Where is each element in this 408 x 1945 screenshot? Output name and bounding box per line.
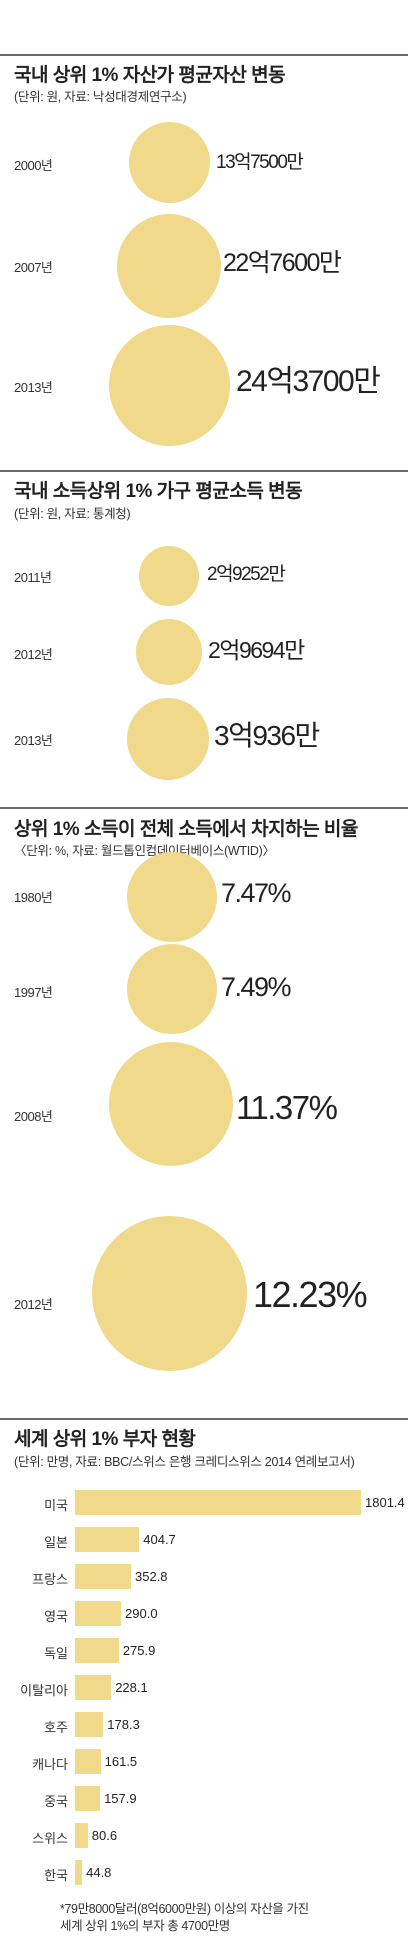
- row-label-2013-assets: 2013년: [14, 380, 53, 395]
- chart-subtitle: 〈단위: %, 자료: 월드톱인컴데이터베이스(WTID)〉: [14, 844, 275, 858]
- bar-category-label: 스위스: [32, 1831, 68, 1846]
- bar-value-label: 404.7: [143, 1532, 176, 1547]
- section-divider: [0, 470, 408, 472]
- chart-subtitle: (단위: 만명, 자료: BBC/스위스 은행 크레디스위스 2014 연례보고…: [14, 1455, 355, 1469]
- bubble-2013-income: [127, 698, 209, 780]
- bar-value-label: 290.0: [125, 1606, 158, 1621]
- row-label-1980: 1980년: [14, 890, 53, 905]
- bar-value-label: 157.9: [104, 1791, 137, 1806]
- row-label-2012: 2012년: [14, 647, 53, 662]
- bubble-2007: [117, 214, 221, 318]
- bubble-2000: [129, 122, 210, 203]
- bar-category-label: 이탈리아: [20, 1683, 68, 1698]
- chart-title: 세계 상위 1% 부자 현황: [14, 1429, 196, 1450]
- bar-category-label: 프랑스: [32, 1572, 68, 1587]
- bar-value-label: 178.3: [107, 1717, 140, 1732]
- value-2008: 11.37%: [236, 1089, 338, 1126]
- bubble-2011: [139, 546, 199, 606]
- footnote-line: *79만8000달러(8억6000만원) 이상의 자산을 가진: [60, 1902, 309, 1916]
- chart-subtitle: (단위: 원, 자료: 통계청): [14, 507, 131, 521]
- bar: [75, 1860, 83, 1885]
- value-2007: 22억7600만: [223, 249, 342, 277]
- row-label-2012-share: 2012년: [14, 1297, 53, 1312]
- row-label-2000: 2000년: [14, 158, 53, 173]
- bar-category-label: 독일: [44, 1646, 68, 1661]
- chart-subtitle: (단위: 원, 자료: 낙성대경제연구소): [14, 90, 187, 104]
- bar-category-label: 한국: [44, 1868, 68, 1883]
- section-divider: [0, 807, 408, 809]
- row-label-2007: 2007년: [14, 260, 53, 275]
- footnote-line: 세계 상위 1%의 부자 총 4700만명: [60, 1919, 230, 1933]
- row-label-2008: 2008년: [14, 1109, 53, 1124]
- chart-title: 국내 소득상위 1% 가구 평균소득 변동: [14, 481, 303, 502]
- bar: [75, 1823, 88, 1848]
- section-divider: [0, 1418, 408, 1420]
- bar: [75, 1601, 122, 1626]
- value-2011: 2억9252만: [207, 564, 286, 585]
- bar-category-label: 중국: [44, 1794, 68, 1809]
- bar: [75, 1638, 119, 1663]
- bar-category-label: 영국: [44, 1609, 68, 1624]
- bubble-2008: [109, 1042, 233, 1166]
- bar-value-label: 352.8: [135, 1569, 168, 1584]
- bubble-2012: [136, 619, 202, 685]
- bar: [75, 1564, 131, 1589]
- bar: [75, 1712, 104, 1737]
- footnote: *79만8000달러(8억6000만원) 이상의 자산을 가진 세계 상위 1%…: [60, 1901, 309, 1935]
- bar-value-label: 161.5: [104, 1754, 138, 1769]
- bar-value-label: 228.1: [115, 1680, 148, 1695]
- bar: [75, 1749, 101, 1774]
- bubble-2013-assets: [109, 325, 230, 446]
- section-divider: [0, 54, 408, 56]
- row-label-2011: 2011년: [14, 570, 52, 585]
- bar-value-label: 80.6: [91, 1828, 118, 1843]
- value-2013-income: 3억936만: [214, 720, 320, 751]
- bubble-1980: [127, 852, 217, 942]
- value-1980: 7.47%: [221, 878, 292, 908]
- bar-value-label: 1801.4: [365, 1495, 405, 1510]
- row-label-1997: 1997년: [14, 985, 53, 1000]
- row-label-2013-income: 2013년: [14, 733, 53, 748]
- bar-category-label: 캐나다: [32, 1757, 68, 1772]
- value-2012-share: 12.23%: [253, 1274, 368, 1315]
- bar: [75, 1490, 361, 1515]
- bubble-2012-share: [92, 1216, 247, 1371]
- bar: [75, 1786, 101, 1811]
- bar: [75, 1527, 140, 1552]
- bar-category-label: 미국: [44, 1498, 68, 1513]
- bar-category-label: 호주: [44, 1720, 68, 1735]
- value-2012: 2억9694만: [208, 637, 305, 663]
- bubble-1997: [127, 944, 217, 1034]
- value-2013-assets: 24억3700만: [236, 365, 381, 398]
- chart-section-1: 국내 상위 1% 자산가 평균자산 변동 (단위: 원, 자료: 낙성대경제연구…: [0, 0, 408, 340]
- bar-category-label: 일본: [44, 1535, 68, 1550]
- bar: [75, 1675, 112, 1700]
- bar-value-label: 44.8: [86, 1865, 112, 1880]
- chart-title: 상위 1% 소득이 전체 소득에서 차지하는 비율: [14, 819, 358, 840]
- bar-value-label: 275.9: [122, 1643, 156, 1658]
- value-2000: 13억7500만: [216, 152, 304, 173]
- chart-title: 국내 상위 1% 자산가 평균자산 변동: [14, 65, 286, 86]
- value-1997: 7.49%: [221, 972, 292, 1002]
